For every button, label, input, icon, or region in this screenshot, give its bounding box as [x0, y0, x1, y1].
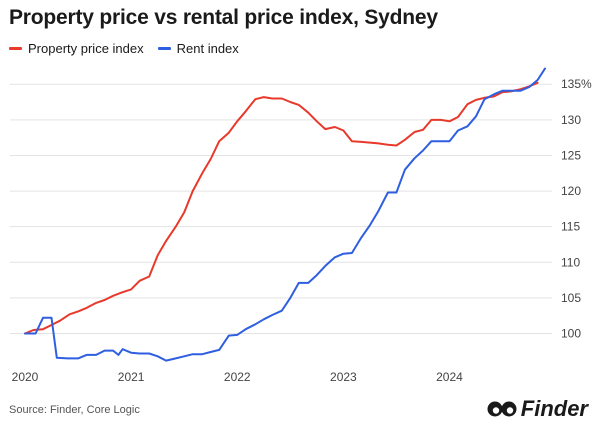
brand-name: Finder: [520, 396, 588, 421]
series-line-property: [24, 81, 539, 335]
brand-logo: Finder: [487, 396, 588, 422]
x-tick-label: 2021: [118, 370, 145, 384]
chart-title: Property price vs rental price index, Sy…: [9, 6, 438, 29]
legend-swatch-property: [9, 46, 22, 50]
y-tick-label: 100: [561, 327, 581, 341]
series-line-rent: [24, 67, 546, 362]
y-tick-label: 125: [561, 148, 581, 162]
y-tick-label: 120: [561, 184, 581, 198]
legend-item-property: Property price index: [9, 41, 144, 56]
x-tick-label: 2023: [330, 370, 357, 384]
x-tick-label: 2022: [224, 370, 251, 384]
x-tick-label: 2020: [12, 370, 39, 384]
y-tick-label: 135%: [561, 77, 592, 91]
chart-legend: Property price index Rent index: [9, 40, 253, 56]
legend-label-property: Property price index: [28, 40, 144, 56]
y-tick-label: 130: [561, 113, 581, 127]
legend-label-rent: Rent index: [176, 40, 239, 56]
legend-swatch-rent: [157, 46, 171, 50]
source-note: Source: Finder, Core Logic: [9, 404, 140, 416]
y-tick-label: 115: [561, 220, 580, 234]
x-tick-label: 2024: [436, 370, 463, 384]
y-tick-label: 105: [561, 291, 581, 305]
y-tick-label: 110: [561, 255, 580, 269]
eyes-icon: [487, 401, 517, 417]
legend-item-rent: Rent index: [157, 40, 239, 56]
